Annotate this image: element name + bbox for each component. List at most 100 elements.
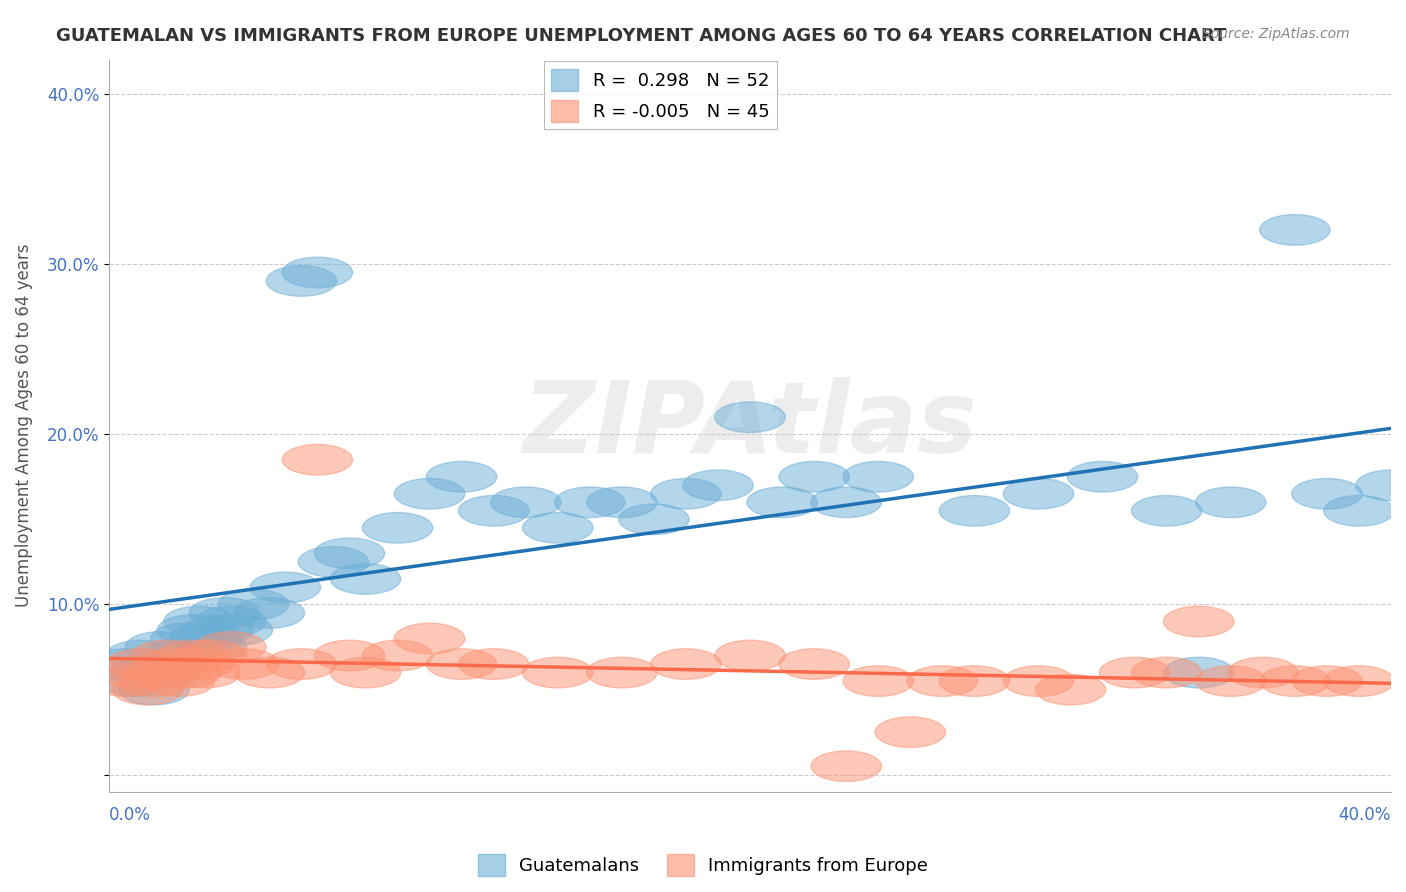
Ellipse shape [1195, 665, 1265, 697]
Ellipse shape [844, 461, 914, 492]
Ellipse shape [1004, 478, 1074, 509]
Ellipse shape [683, 470, 754, 500]
Ellipse shape [170, 657, 240, 688]
Ellipse shape [176, 640, 247, 671]
Ellipse shape [1163, 657, 1234, 688]
Ellipse shape [1260, 215, 1330, 245]
Ellipse shape [90, 665, 160, 697]
Ellipse shape [266, 648, 336, 680]
Ellipse shape [523, 513, 593, 543]
Ellipse shape [1132, 495, 1202, 526]
Ellipse shape [138, 648, 208, 680]
Ellipse shape [233, 657, 305, 688]
Ellipse shape [1035, 674, 1105, 705]
Ellipse shape [100, 657, 170, 688]
Ellipse shape [195, 607, 266, 637]
Ellipse shape [1292, 478, 1362, 509]
Ellipse shape [112, 657, 183, 688]
Ellipse shape [157, 640, 228, 671]
Ellipse shape [394, 624, 465, 654]
Ellipse shape [1323, 665, 1395, 697]
Ellipse shape [1195, 487, 1265, 517]
Ellipse shape [125, 632, 195, 663]
Ellipse shape [150, 657, 221, 688]
Ellipse shape [125, 657, 195, 688]
Ellipse shape [1163, 607, 1234, 637]
Ellipse shape [844, 665, 914, 697]
Ellipse shape [491, 487, 561, 517]
Ellipse shape [811, 487, 882, 517]
Ellipse shape [426, 461, 496, 492]
Ellipse shape [651, 648, 721, 680]
Ellipse shape [202, 615, 273, 645]
Ellipse shape [586, 487, 657, 517]
Ellipse shape [747, 487, 817, 517]
Text: GUATEMALAN VS IMMIGRANTS FROM EUROPE UNEMPLOYMENT AMONG AGES 60 TO 64 YEARS CORR: GUATEMALAN VS IMMIGRANTS FROM EUROPE UNE… [56, 27, 1226, 45]
Ellipse shape [330, 657, 401, 688]
Ellipse shape [132, 640, 202, 671]
Ellipse shape [330, 564, 401, 594]
Ellipse shape [394, 478, 465, 509]
Ellipse shape [250, 572, 321, 603]
Ellipse shape [100, 665, 170, 697]
Ellipse shape [170, 624, 240, 654]
Y-axis label: Unemployment Among Ages 60 to 64 years: Unemployment Among Ages 60 to 64 years [15, 244, 32, 607]
Ellipse shape [779, 461, 849, 492]
Ellipse shape [208, 648, 278, 680]
Ellipse shape [195, 632, 266, 663]
Ellipse shape [118, 665, 190, 697]
Ellipse shape [183, 615, 253, 645]
Ellipse shape [554, 487, 626, 517]
Ellipse shape [145, 665, 215, 697]
Ellipse shape [283, 257, 353, 288]
Ellipse shape [112, 674, 183, 705]
Ellipse shape [1067, 461, 1137, 492]
Ellipse shape [939, 665, 1010, 697]
Ellipse shape [163, 648, 233, 680]
Ellipse shape [1099, 657, 1170, 688]
Ellipse shape [363, 640, 433, 671]
Ellipse shape [176, 632, 247, 663]
Ellipse shape [714, 640, 786, 671]
Ellipse shape [283, 444, 353, 475]
Ellipse shape [523, 657, 593, 688]
Ellipse shape [105, 648, 176, 680]
Ellipse shape [458, 648, 529, 680]
Ellipse shape [314, 538, 385, 569]
Ellipse shape [298, 547, 368, 577]
Ellipse shape [90, 648, 160, 680]
Ellipse shape [150, 624, 221, 654]
Ellipse shape [363, 513, 433, 543]
Ellipse shape [875, 717, 946, 747]
Ellipse shape [138, 648, 208, 680]
Ellipse shape [811, 751, 882, 781]
Text: 0.0%: 0.0% [110, 806, 150, 824]
Ellipse shape [1227, 657, 1298, 688]
Ellipse shape [619, 504, 689, 534]
Ellipse shape [1004, 665, 1074, 697]
Ellipse shape [651, 478, 721, 509]
Ellipse shape [779, 648, 849, 680]
Ellipse shape [1323, 495, 1395, 526]
Ellipse shape [105, 640, 176, 671]
Text: 40.0%: 40.0% [1339, 806, 1391, 824]
Ellipse shape [907, 665, 977, 697]
Ellipse shape [586, 657, 657, 688]
Ellipse shape [145, 640, 215, 671]
Ellipse shape [939, 495, 1010, 526]
Ellipse shape [157, 615, 228, 645]
Ellipse shape [218, 589, 288, 620]
Legend: R =  0.298   N = 52, R = -0.005   N = 45: R = 0.298 N = 52, R = -0.005 N = 45 [544, 62, 776, 128]
Ellipse shape [233, 598, 305, 628]
Ellipse shape [1132, 657, 1202, 688]
Ellipse shape [190, 598, 260, 628]
Ellipse shape [1355, 470, 1406, 500]
Ellipse shape [1260, 665, 1330, 697]
Text: Source: ZipAtlas.com: Source: ZipAtlas.com [1202, 27, 1350, 41]
Ellipse shape [266, 266, 336, 296]
Ellipse shape [714, 401, 786, 433]
Ellipse shape [426, 648, 496, 680]
Text: ZIPAtlas: ZIPAtlas [523, 377, 977, 475]
Ellipse shape [458, 495, 529, 526]
Legend: Guatemalans, Immigrants from Europe: Guatemalans, Immigrants from Europe [471, 847, 935, 883]
